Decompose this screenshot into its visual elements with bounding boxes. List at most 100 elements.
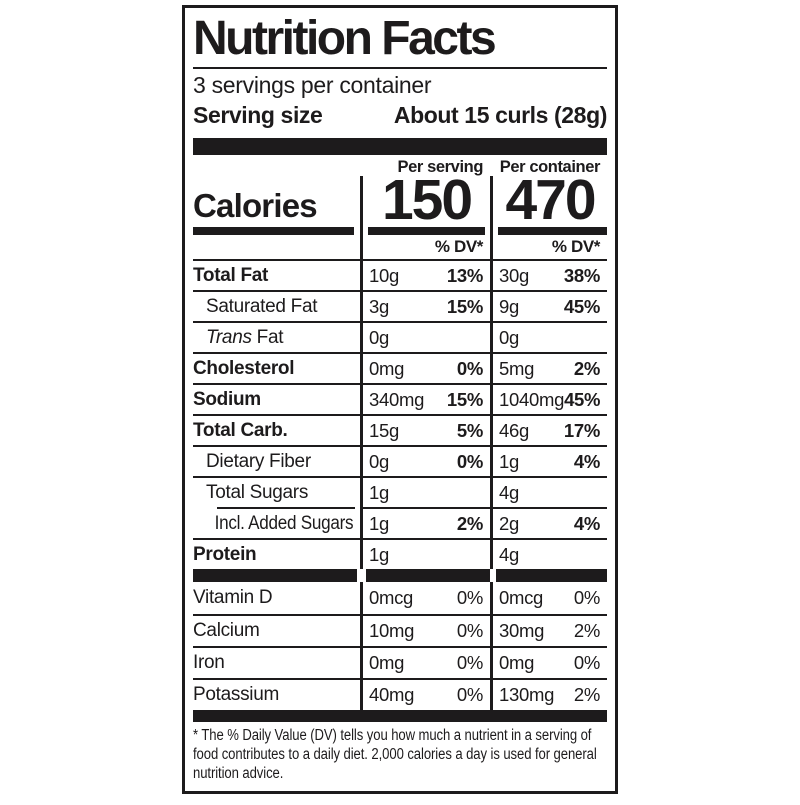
per-container-dv: 2% bbox=[573, 357, 600, 379]
daily-value-header-row: % DV* % DV* bbox=[193, 235, 607, 259]
nutrient-name: Vitamin D bbox=[193, 587, 273, 608]
column-header-row: Per serving Per container bbox=[193, 155, 607, 176]
per-container-amount: 9g bbox=[499, 295, 519, 317]
nutrient-name: Potassium bbox=[193, 684, 280, 705]
nutrient-name: Calcium bbox=[193, 620, 260, 641]
serving-size-row: Serving size About 15 curls (28g) bbox=[193, 100, 607, 130]
nutrient-row: Dietary Fiber 0g 0% 1g 4% bbox=[193, 445, 607, 476]
per-container-header: Per container bbox=[499, 158, 601, 176]
per-serving-amount: 0mg bbox=[369, 357, 405, 379]
nutrient-row: Total Sugars 1g 4g bbox=[193, 476, 607, 507]
per-serving-dv: 0% bbox=[456, 620, 483, 641]
per-serving-dv: 0% bbox=[456, 684, 483, 705]
per-serving-dv: 15% bbox=[446, 388, 483, 410]
per-serving-dv: 13% bbox=[446, 264, 483, 286]
nutrient-row: Total Fat 10g 13% 30g 38% bbox=[193, 259, 607, 290]
per-serving-amount: 0mg bbox=[369, 652, 405, 673]
per-serving-dv: 0% bbox=[456, 450, 483, 472]
per-container-amount: 2g bbox=[499, 512, 519, 534]
calories-label: Calories bbox=[193, 187, 318, 224]
nutrient-row: Saturated Fat 3g 15% 9g 45% bbox=[193, 290, 607, 321]
vitamin-row: Calcium 10mg 0% 30mg 2% bbox=[193, 614, 607, 646]
footnote-text: * The % Daily Value (DV) tells you how m… bbox=[193, 727, 597, 782]
nutrient-name: Dietary Fiber bbox=[206, 450, 311, 472]
nutrient-name: Total Fat bbox=[193, 264, 269, 286]
vitamins-separator-bar bbox=[193, 569, 607, 582]
per-serving-amount: 10mg bbox=[369, 620, 415, 641]
nutrient-name: Total Sugars bbox=[206, 481, 309, 503]
per-container-dv: 17% bbox=[563, 419, 600, 441]
per-container-amount: 0g bbox=[499, 326, 519, 348]
vitamin-row: Potassium 40mg 0% 130mg 2% bbox=[193, 678, 607, 710]
calories-underline bbox=[498, 227, 607, 235]
nutrient-name: Sodium bbox=[193, 388, 261, 410]
nutrient-rows: Total Fat 10g 13% 30g 38% Saturated Fat 3g 15% 9… bbox=[193, 259, 607, 569]
calories-row: Calories 150 470 bbox=[193, 168, 607, 235]
per-container-amount: 0mcg bbox=[499, 587, 544, 608]
per-serving-amount: 0g bbox=[369, 326, 389, 348]
per-container-amount: 30g bbox=[499, 264, 529, 286]
per-container-amount: 30mg bbox=[499, 620, 545, 641]
vitamin-row: Iron 0mg 0% 0mg 0% bbox=[193, 646, 607, 678]
label-title: Nutrition Facts bbox=[193, 12, 497, 65]
per-serving-dv: 0% bbox=[456, 652, 483, 673]
calories-per-container: 470 bbox=[505, 168, 596, 232]
nutrient-name: Cholesterol bbox=[193, 357, 295, 379]
per-container-amount: 130mg bbox=[499, 684, 555, 705]
per-serving-amount: 1g bbox=[369, 543, 389, 565]
per-serving-amount: 15g bbox=[369, 419, 399, 441]
per-container-dv: 4% bbox=[573, 512, 600, 534]
per-container-dv: 4% bbox=[573, 450, 600, 472]
nutrient-name: Trans Fat bbox=[206, 326, 284, 348]
per-serving-header: Per serving bbox=[397, 158, 484, 176]
per-container-dv: 45% bbox=[563, 295, 600, 317]
per-serving-amount: 10g bbox=[369, 264, 399, 286]
dv-header-per-serving: % DV* bbox=[434, 237, 483, 256]
header-separator-bar bbox=[193, 138, 607, 155]
servings-per-container: 3 servings per container bbox=[193, 72, 432, 98]
per-container-dv: 38% bbox=[563, 264, 600, 286]
per-container-dv: 2% bbox=[573, 684, 600, 705]
nutrient-row: Trans Fat 0g 0g bbox=[193, 321, 607, 352]
per-container-amount: 5mg bbox=[499, 357, 535, 379]
per-serving-amount: 40mg bbox=[369, 684, 415, 705]
vitamin-rows: Vitamin D 0mcg 0% 0mcg 0% Calcium 10mg 0% 30mg 2%… bbox=[193, 582, 607, 710]
dv-header-per-container: % DV* bbox=[551, 237, 600, 256]
per-serving-dv: 2% bbox=[456, 512, 483, 534]
per-container-dv: 2% bbox=[573, 620, 600, 641]
nutrient-row: Protein 1g 4g bbox=[193, 538, 607, 569]
per-serving-dv: 0% bbox=[456, 587, 483, 608]
calories-underline bbox=[368, 227, 485, 235]
calories-underline bbox=[193, 227, 354, 235]
per-serving-amount: 1g bbox=[369, 481, 389, 503]
per-container-dv: 45% bbox=[564, 388, 601, 410]
per-serving-amount: 3g bbox=[369, 295, 389, 317]
per-container-amount: 0mg bbox=[499, 652, 535, 673]
per-container-amount: 46g bbox=[499, 419, 529, 441]
calories-per-serving: 150 bbox=[381, 168, 473, 232]
per-serving-amount: 340mg bbox=[369, 388, 425, 410]
footnote: * The % Daily Value (DV) tells you how m… bbox=[193, 726, 607, 783]
nutrient-name: Saturated Fat bbox=[206, 295, 318, 317]
nutrition-facts-label: Nutrition Facts 3 servings per container… bbox=[182, 5, 618, 794]
title-divider bbox=[193, 67, 607, 69]
vitamin-row: Vitamin D 0mcg 0% 0mcg 0% bbox=[193, 582, 607, 614]
serving-size-value: About 15 curls (28g) bbox=[393, 102, 608, 128]
footnote-separator-bar bbox=[193, 710, 607, 722]
nutrient-row: Sodium 340mg 15% 1040mg 45% bbox=[193, 383, 607, 414]
per-container-dv: 0% bbox=[573, 652, 600, 673]
per-container-dv: 0% bbox=[573, 587, 600, 608]
per-container-amount: 1g bbox=[499, 450, 519, 472]
per-serving-dv: 15% bbox=[446, 295, 483, 317]
per-serving-dv: 0% bbox=[456, 357, 483, 379]
per-serving-dv: 5% bbox=[456, 419, 483, 441]
nutrient-name: Iron bbox=[193, 652, 225, 673]
nutrient-row: Incl. Added Sugars 1g 2% 2g 4% bbox=[193, 507, 607, 538]
per-serving-amount: 1g bbox=[369, 512, 389, 534]
per-container-amount: 4g bbox=[499, 543, 519, 565]
nutrient-row: Total Carb. 15g 5% 46g 17% bbox=[193, 414, 607, 445]
per-serving-amount: 0mcg bbox=[369, 587, 414, 608]
nutrient-name: Incl. Added Sugars bbox=[214, 512, 354, 534]
per-container-amount: 4g bbox=[499, 481, 519, 503]
nutrient-row: Cholesterol 0mg 0% 5mg 2% bbox=[193, 352, 607, 383]
